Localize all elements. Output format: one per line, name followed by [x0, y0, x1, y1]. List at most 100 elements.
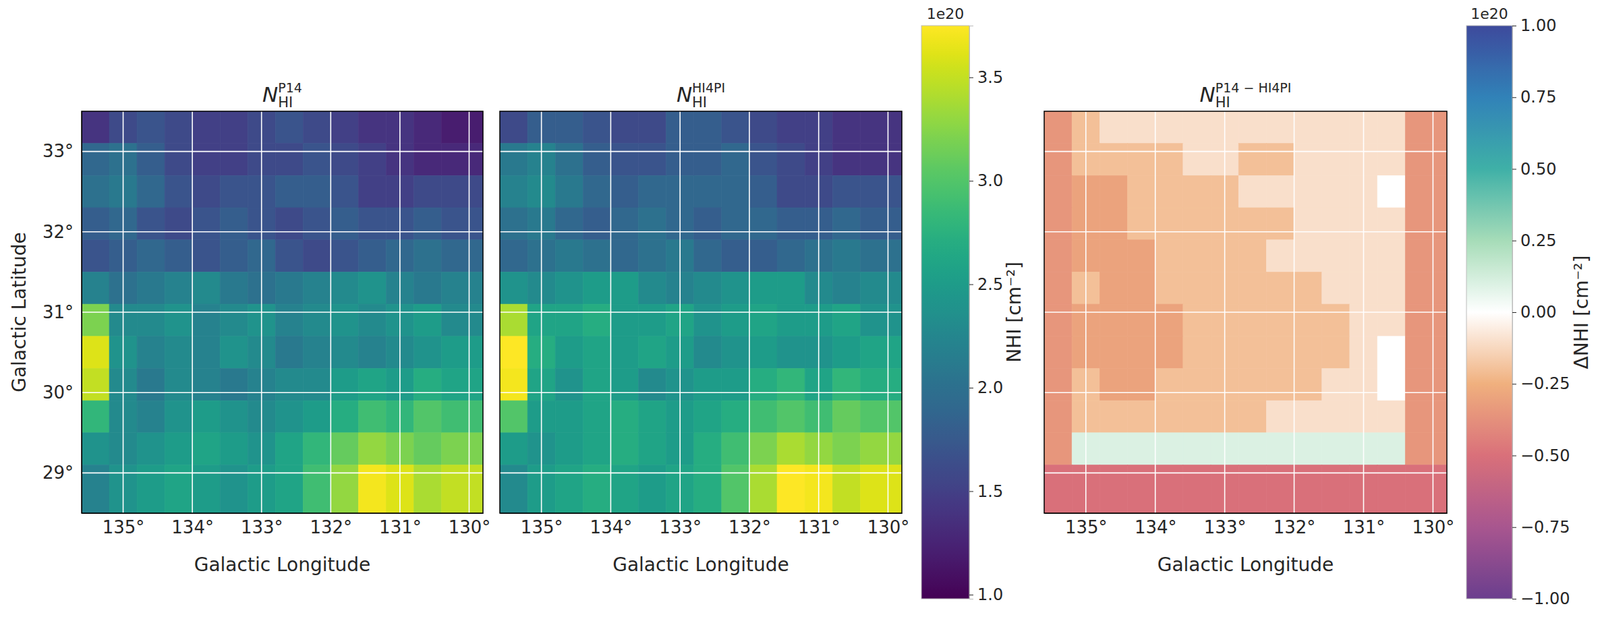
heatmap-cell: [499, 111, 528, 144]
heatmap-cell: [860, 464, 902, 514]
heatmap-cell: [1127, 240, 1156, 273]
heatmap-cell: [275, 336, 303, 369]
heatmap-cell: [1183, 207, 1211, 241]
heatmap-cell: [1322, 111, 1350, 144]
heatmap-cell: [136, 400, 165, 434]
heatmap-cell: [275, 271, 303, 305]
tick-label: 1.5: [977, 482, 1004, 502]
tick: 134°: [171, 513, 214, 538]
heatmap-cell: [192, 433, 220, 466]
heatmap-cell: [1238, 368, 1267, 401]
grid-line: [81, 472, 483, 475]
heatmap-cell: [275, 433, 303, 466]
heatmap-cell: [275, 368, 303, 401]
tick-label: 130°: [1412, 517, 1455, 538]
heatmap-cell: [1155, 433, 1184, 466]
heatmap-cell: [1044, 271, 1072, 305]
heatmap-cell: [136, 464, 165, 514]
heatmap-cell: [302, 271, 331, 305]
heatmap-cell: [555, 336, 583, 369]
plot-frame: [499, 111, 902, 514]
heatmap-cell: [164, 240, 193, 273]
grid-line: [81, 311, 483, 313]
heatmap-cell: [330, 271, 359, 305]
heatmap-cell: [330, 304, 359, 337]
tick-label: 132°: [728, 517, 771, 538]
heatmap-cell: [777, 464, 805, 514]
tick-label: 133°: [240, 517, 284, 538]
grid-line: [81, 231, 483, 233]
heatmap-cell: [1238, 400, 1267, 434]
tick: 135°: [1065, 513, 1108, 538]
heatmap-cell: [330, 433, 359, 466]
grid-line: [499, 311, 902, 313]
heatmap-cell: [860, 433, 902, 466]
heatmap-cell: [1377, 175, 1406, 208]
heatmap-cell: [832, 368, 861, 401]
tick-mark: [1512, 25, 1517, 27]
tick-mark: [1512, 383, 1517, 385]
heatmap-cell: [1238, 143, 1267, 177]
plot-frame: [81, 111, 483, 514]
heatmap-cell: [358, 175, 386, 208]
heatmap-cell: [192, 271, 220, 305]
tick: 0.50: [1512, 159, 1557, 179]
heatmap-cell: [749, 240, 778, 273]
tick-label: 1.00: [1520, 16, 1557, 36]
heatmap-cell: [749, 175, 778, 208]
heatmap-cell: [1099, 400, 1128, 434]
heatmap-cell: [1127, 111, 1156, 144]
heatmap-cell: [1127, 336, 1156, 369]
heatmap-cell: [638, 271, 667, 305]
heatmap-cell: [302, 304, 331, 337]
tick-label: 3.0: [977, 171, 1004, 191]
heatmap-cell: [1294, 143, 1323, 177]
tick: 30°: [42, 382, 82, 403]
figure: 135°134°133°132°131°130°29°30°31°32°33°G…: [0, 0, 1600, 619]
heatmap-cell: [832, 304, 861, 337]
tick: 133°: [240, 513, 284, 538]
heatmap-cell: [413, 400, 442, 434]
tick: 33°: [42, 140, 82, 162]
tick-mark: [1512, 455, 1517, 457]
heatmap-cell: [610, 400, 639, 434]
heatmap-cell: [1405, 143, 1447, 177]
heatmap-cell: [694, 271, 722, 305]
tick: 31°: [42, 302, 82, 323]
heatmap-cell: [1322, 400, 1350, 434]
tick: 130°: [867, 513, 910, 538]
heatmap-cell: [1322, 143, 1350, 177]
heatmap-cell: [832, 271, 861, 305]
heatmap-cell: [330, 175, 359, 208]
axis-line: [82, 513, 484, 514]
heatmap-cell: [860, 111, 902, 144]
heatmap-cell: [555, 433, 583, 466]
heatmap-cell: [192, 111, 220, 144]
heatmap-cell: [1044, 304, 1072, 337]
tick: 130°: [448, 513, 492, 538]
heatmap-cell: [1099, 336, 1128, 369]
tick: 131°: [1343, 513, 1386, 538]
heatmap-cell: [136, 271, 165, 305]
heatmap-cell: [330, 400, 359, 434]
heatmap-cell: [1099, 175, 1128, 208]
heatmap-cell: [749, 207, 778, 241]
heatmap-cell: [136, 240, 165, 273]
heatmap-cell: [1266, 336, 1294, 369]
heatmap-cell: [330, 143, 359, 177]
heatmap-cell: [777, 400, 805, 434]
heatmap-cell: [721, 271, 750, 305]
heatmap-cell: [1127, 207, 1156, 241]
tick: 133°: [659, 513, 702, 538]
tick: 1.0: [969, 585, 1004, 605]
heatmap-cell: [1099, 368, 1128, 401]
tick-label: 132°: [309, 517, 353, 538]
heatmap-cell: [1266, 304, 1294, 337]
grid-line: [1044, 151, 1447, 153]
axis-line: [81, 111, 83, 514]
heatmap-cell: [749, 271, 778, 305]
heatmap-cell: [499, 400, 528, 434]
heatmap-cell: [1294, 433, 1323, 466]
heatmap-cell: [219, 207, 248, 241]
heatmap-cell: [610, 304, 639, 337]
